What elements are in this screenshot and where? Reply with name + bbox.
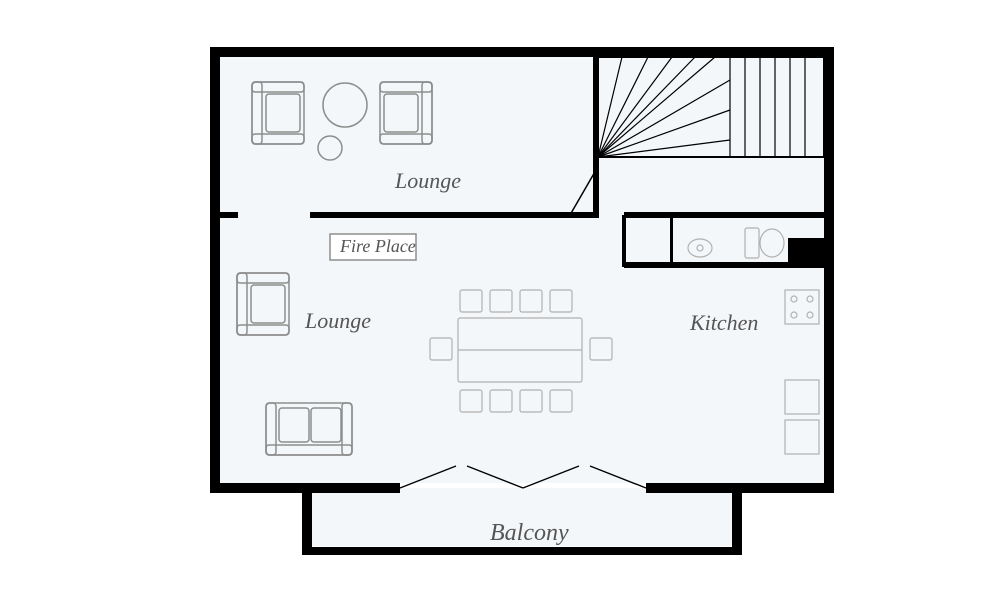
label-fire-place: Fire Place — [339, 236, 416, 256]
label-kitchen: Kitchen — [689, 310, 758, 335]
label-lounge-lower: Lounge — [304, 308, 371, 333]
label-lounge-upper: Lounge — [394, 168, 461, 193]
label-balcony: Balcony — [490, 520, 569, 546]
floor-plan: Lounge Lounge Fire Place Kitchen Balcony — [0, 0, 1000, 600]
